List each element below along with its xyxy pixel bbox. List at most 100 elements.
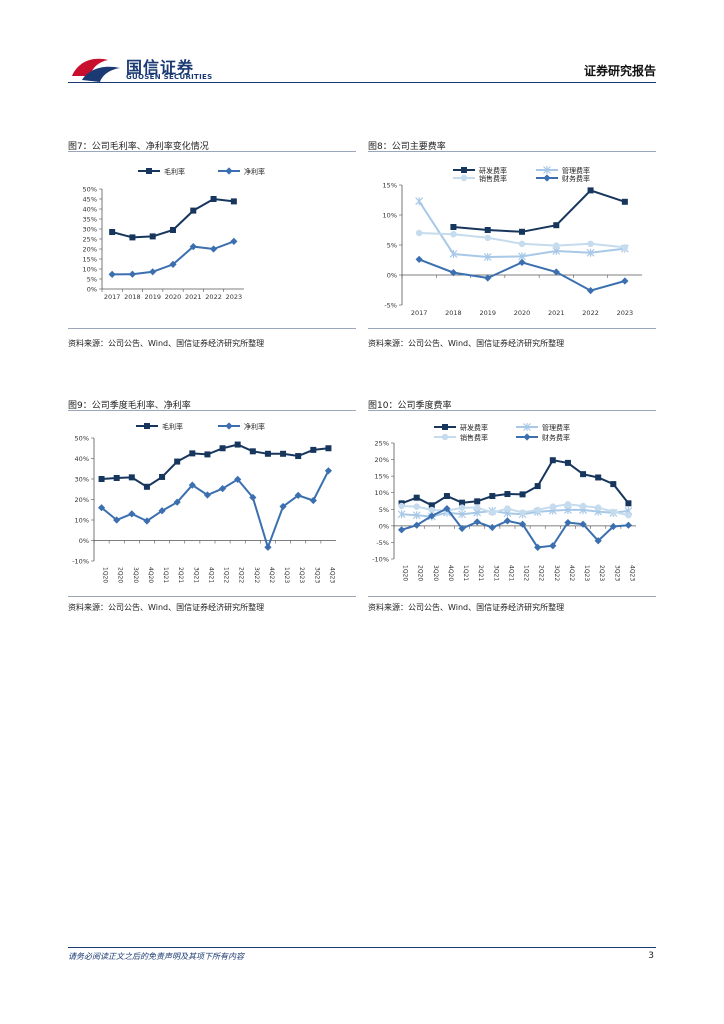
series-point [518, 258, 526, 266]
x-tick-label: 2021 [185, 293, 202, 301]
x-tick-label: 4Q21 [507, 565, 514, 581]
series-point [113, 516, 121, 524]
series-point [109, 229, 116, 235]
figure-bottom-rule [368, 328, 656, 329]
x-tick-label: 2019 [144, 293, 161, 301]
y-tick-label: 10% [75, 517, 89, 525]
series-point [625, 500, 632, 507]
x-tick-label: 2022 [582, 309, 599, 317]
header-divider [68, 82, 656, 83]
y-tick-label: 5% [87, 276, 97, 284]
y-tick-label: 50% [75, 435, 89, 443]
series-point [458, 510, 466, 519]
series-point [279, 502, 287, 511]
figure-title: 图8：公司主要费率 [368, 142, 446, 152]
series-point [489, 493, 496, 500]
series-point [519, 228, 525, 235]
x-tick-label: 2022 [205, 293, 222, 301]
x-tick-label: 4Q22 [268, 567, 275, 583]
x-tick-label: 1Q21 [162, 567, 169, 583]
figure-title: 图10：公司季度费率 [368, 401, 452, 411]
series-point [413, 503, 420, 510]
series-line [401, 508, 629, 518]
footer-disclaimer: 请务必阅读正文之后的免责声明及其项下所有内容 [68, 952, 244, 961]
y-tick-label: 20% [83, 246, 97, 254]
series-point [108, 270, 116, 278]
series-point [428, 506, 436, 514]
figure-source: 资料来源：公司公告、Wind、国信证券经济研究所整理 [368, 339, 565, 348]
y-tick-label: 0% [79, 537, 89, 545]
chart-expense-ratios: -5% 0% 5% 10% 15% 2017 2018 2019 2020 2021 2022 202… [383, 166, 642, 317]
x-tick-label: 2Q23 [598, 565, 605, 581]
y-tick-label: 30% [83, 226, 97, 234]
legend-swatch-marker [543, 166, 551, 174]
y-tick-label: 15% [375, 473, 389, 481]
x-tick-label: 3Q23 [613, 565, 620, 581]
x-tick-label: 4Q21 [207, 567, 214, 583]
series-point [218, 485, 227, 493]
y-tick-label: 15% [383, 182, 397, 190]
x-tick-label: 1Q20 [102, 567, 109, 583]
x-tick-label: 3Q20 [132, 567, 139, 583]
y-tick-label: 10% [383, 212, 397, 220]
series-point [553, 242, 560, 249]
x-tick-label: 1Q22 [523, 565, 530, 581]
series-point [413, 494, 420, 501]
series-point [397, 510, 406, 519]
legend-swatch-marker [225, 422, 233, 430]
legend-swatch-marker [523, 423, 531, 431]
x-tick-label: 3Q20 [432, 565, 439, 581]
logo-blue-wing [82, 66, 120, 82]
series-point [621, 198, 628, 205]
legend-label: 研发费率 [479, 166, 507, 175]
series-point [415, 229, 423, 237]
series-point [624, 521, 633, 529]
series-point [587, 187, 594, 194]
series-point [534, 506, 541, 514]
x-tick-label: 4Q23 [628, 565, 635, 581]
y-tick-label: 40% [83, 206, 97, 214]
figure-top-rule [368, 151, 656, 152]
y-tick-label: 0% [387, 272, 397, 280]
legend-label: 管理费率 [542, 423, 570, 432]
series-point [534, 483, 541, 490]
x-tick-label: 1Q22 [223, 567, 230, 583]
series-point [309, 496, 317, 505]
y-tick-label: 35% [83, 216, 97, 224]
series-point [428, 512, 436, 520]
figure-title: 图9：公司季度毛利率、净利率 [68, 401, 191, 411]
series-point [484, 234, 491, 241]
legend-swatch-marker [144, 423, 150, 429]
legend-label: 毛利率 [164, 167, 185, 176]
figure-top-rule [368, 410, 656, 411]
series-point [294, 491, 302, 499]
series-point [519, 491, 526, 498]
series-point [458, 504, 466, 511]
series-point [189, 450, 196, 457]
y-tick-label: 10% [83, 266, 97, 274]
series-point [587, 240, 594, 247]
x-tick-label: 2Q23 [298, 567, 305, 583]
figure-7: 图7：公司毛利率、净利率变化情况 0% 5% 10% 15% 20% 25% 30% 35% 4… [68, 139, 356, 354]
series-point [397, 526, 406, 534]
legend-label: 财务费率 [562, 174, 590, 183]
footer-divider [68, 947, 656, 948]
series-point [586, 248, 595, 257]
series-point [564, 518, 572, 527]
series-point [129, 234, 136, 241]
legend-label: 财务费率 [542, 433, 570, 442]
x-tick-label: 3Q22 [253, 567, 260, 583]
series-line [112, 240, 235, 276]
series-point [459, 499, 466, 506]
series-point [450, 224, 457, 230]
x-tick-label: 2019 [479, 309, 496, 317]
series-point [489, 509, 496, 516]
x-tick-label: 2017 [104, 293, 121, 301]
x-tick-label: 4Q20 [147, 567, 154, 583]
legend-label: 管理费率 [562, 166, 590, 175]
series-point [552, 268, 560, 276]
y-tick-label: 50% [83, 186, 97, 194]
x-tick-label: 2Q20 [117, 567, 124, 583]
y-tick-label: 25% [375, 440, 389, 448]
series-point [113, 474, 120, 481]
